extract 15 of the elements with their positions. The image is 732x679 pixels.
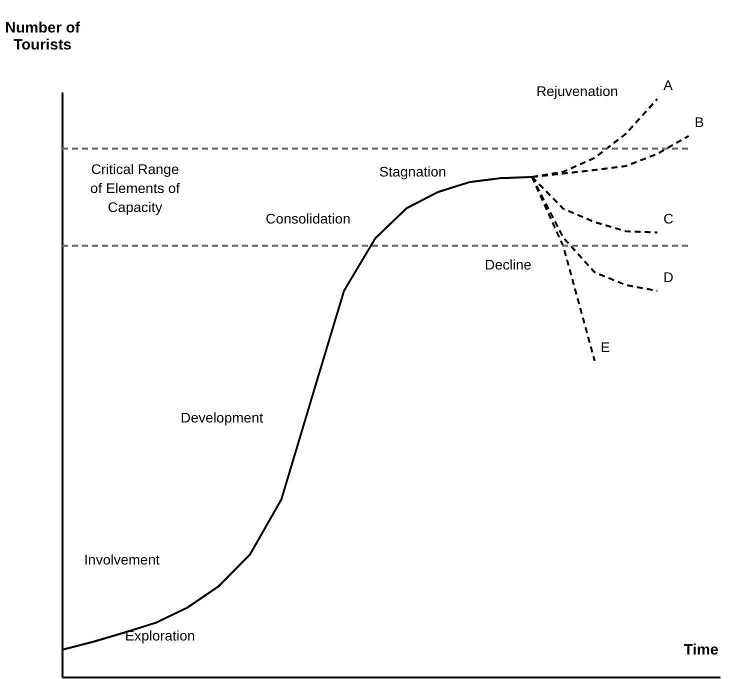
series-label: A: [663, 76, 674, 93]
annotation: Stagnation: [379, 164, 446, 180]
annotation: Critical Range of Elements of Capacity: [90, 160, 180, 215]
annotation: Rejuvenation: [536, 83, 618, 99]
series-label: C: [663, 210, 674, 226]
annotation: Development: [180, 409, 264, 426]
annotation: Involvement: [84, 552, 160, 568]
annotation: Decline: [484, 256, 532, 273]
series-label: D: [663, 268, 674, 285]
series-label: E: [600, 338, 610, 355]
x-axis-title: Time: [684, 642, 718, 658]
annotation: Consolidation: [266, 210, 351, 227]
series-label: B: [694, 114, 704, 130]
y-axis-title: Number of Tourists: [5, 20, 82, 54]
annotation: Exploration: [125, 628, 196, 644]
